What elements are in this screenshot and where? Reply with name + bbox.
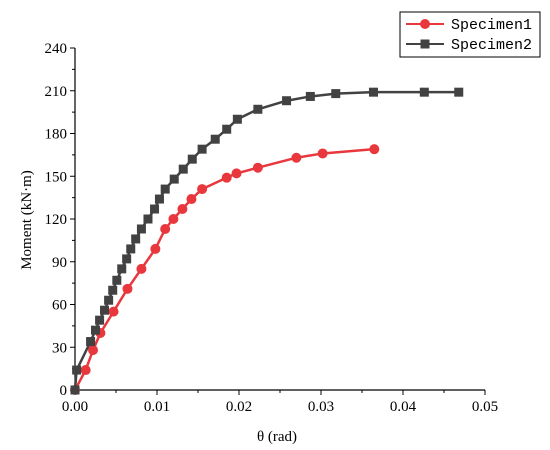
data-point-specimen2	[178, 164, 188, 174]
data-point-specimen1	[186, 194, 197, 205]
data-point-specimen1	[122, 283, 133, 294]
data-point-specimen2	[197, 144, 207, 154]
data-point-specimen2	[112, 275, 122, 285]
data-point-specimen2	[232, 114, 242, 124]
data-point-specimen2	[187, 154, 197, 164]
y-tick-label: 150	[45, 169, 68, 185]
data-point-specimen1	[177, 204, 188, 215]
y-tick-label: 90	[52, 255, 67, 271]
x-tick-label: 0.04	[390, 399, 417, 415]
data-point-specimen2	[454, 87, 464, 97]
data-point-specimen2	[253, 104, 263, 114]
legend-marker-specimen2	[420, 39, 430, 49]
x-ticks: 0.00 0.01 0.02 0.03 0.04 0.05	[62, 390, 498, 415]
data-point-specimen2	[143, 214, 153, 224]
series-specimen2	[70, 87, 464, 395]
data-point-specimen2	[368, 87, 378, 97]
legend: Specimen1 Specimen2	[399, 11, 541, 58]
data-point-specimen2	[100, 305, 110, 315]
series-specimen1	[70, 144, 380, 395]
y-tick-label: 60	[52, 298, 67, 314]
x-tick-label: 0.01	[144, 399, 170, 415]
data-point-specimen2	[210, 134, 220, 144]
y-tick-label: 240	[45, 41, 68, 57]
data-point-specimen1	[291, 152, 302, 163]
data-point-specimen2	[150, 204, 160, 214]
data-point-specimen1	[252, 162, 263, 173]
y-ticks: 0 30 60 90 120 150 180 210 240	[45, 41, 75, 399]
data-point-specimen2	[126, 244, 136, 254]
data-point-specimen2	[154, 194, 164, 204]
y-axis-label: Moment (kN·m)	[19, 170, 35, 270]
data-point-specimen2	[86, 337, 96, 347]
legend-label-specimen1: Specimen1	[451, 17, 532, 34]
data-point-specimen1	[197, 184, 208, 195]
x-tick-label: 0.03	[308, 399, 334, 415]
legend-label-specimen2: Specimen2	[451, 37, 532, 54]
data-point-specimen1	[150, 243, 161, 254]
data-point-specimen1	[369, 144, 380, 155]
data-point-specimen2	[282, 96, 292, 106]
y-tick-label: 30	[52, 340, 67, 356]
data-point-specimen1	[231, 168, 242, 179]
data-point-specimen2	[331, 89, 341, 99]
data-point-specimen2	[104, 295, 114, 305]
data-point-specimen2	[108, 285, 118, 295]
data-point-specimen1	[108, 306, 119, 317]
data-point-specimen2	[95, 315, 105, 325]
data-point-specimen2	[91, 325, 100, 335]
data-point-specimen2	[169, 174, 179, 184]
y-tick-label: 210	[45, 84, 68, 100]
data-point-specimen2	[72, 365, 82, 375]
y-tick-label: 180	[45, 127, 68, 143]
x-axis-label: θ (rad)	[257, 429, 297, 445]
data-point-specimen2	[117, 264, 127, 274]
x-tick-label: 0.00	[62, 399, 88, 415]
data-point-specimen1	[88, 345, 99, 356]
data-point-specimen2	[70, 385, 80, 395]
data-point-specimen2	[419, 87, 429, 97]
data-point-specimen1	[221, 172, 232, 183]
data-point-specimen2	[131, 234, 141, 244]
legend-marker-specimen1	[420, 19, 430, 29]
data-point-specimen1	[160, 223, 171, 234]
data-point-specimen2	[222, 124, 232, 134]
x-tick-label: 0.02	[226, 399, 252, 415]
data-point-specimen2	[160, 184, 170, 194]
axes	[74, 48, 485, 391]
data-point-specimen2	[136, 224, 146, 234]
y-tick-label: 0	[60, 383, 68, 399]
data-point-specimen2	[122, 254, 132, 264]
x-tick-label: 0.05	[472, 399, 498, 415]
data-point-specimen1	[317, 148, 328, 159]
series-layer	[70, 87, 464, 395]
data-point-specimen2	[305, 91, 315, 101]
y-tick-label: 120	[45, 212, 68, 228]
data-point-specimen1	[168, 214, 179, 224]
data-point-specimen1	[136, 263, 147, 274]
data-point-specimen1	[80, 365, 91, 376]
